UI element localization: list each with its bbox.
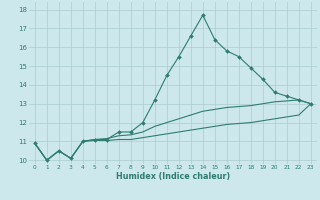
X-axis label: Humidex (Indice chaleur): Humidex (Indice chaleur) xyxy=(116,172,230,181)
